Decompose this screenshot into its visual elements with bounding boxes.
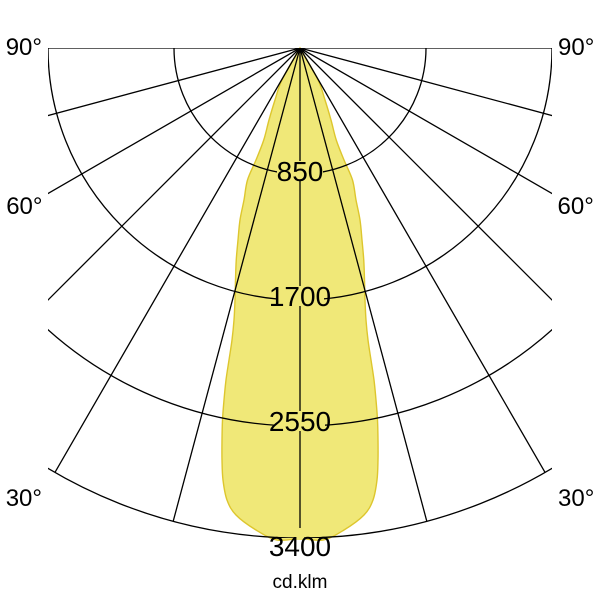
- svg-text:60°: 60°: [558, 193, 594, 220]
- svg-text:30°: 30°: [6, 485, 42, 512]
- svg-text:90°: 90°: [6, 34, 42, 61]
- svg-text:2550: 2550: [269, 406, 331, 437]
- svg-text:cd.klm: cd.klm: [273, 572, 328, 593]
- svg-text:1700: 1700: [269, 281, 331, 312]
- svg-text:850: 850: [277, 156, 324, 187]
- svg-text:60°: 60°: [6, 193, 42, 220]
- svg-text:90°: 90°: [558, 34, 594, 61]
- svg-text:3400: 3400: [269, 531, 331, 562]
- svg-text:30°: 30°: [558, 485, 594, 512]
